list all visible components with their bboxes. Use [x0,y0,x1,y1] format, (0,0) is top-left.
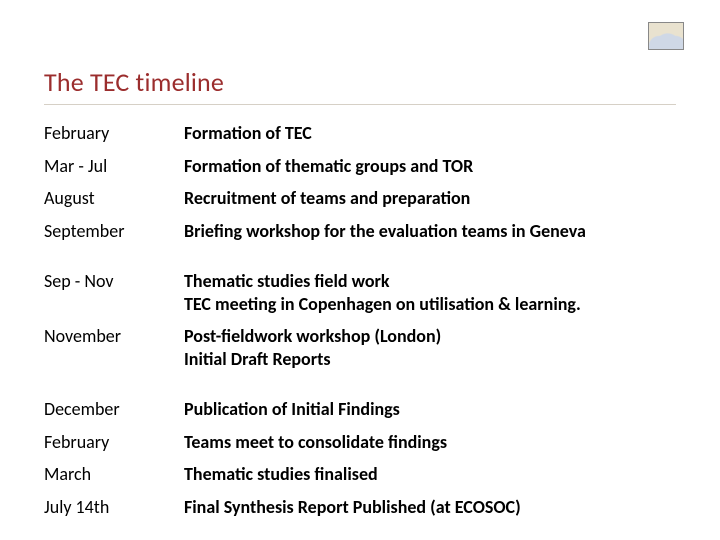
timeline-month: March [44,458,176,491]
table-row: July 14th Final Synthesis Report Publish… [44,491,676,524]
timeline-desc: Recruitment of teams and preparation [176,182,676,215]
timeline-month: November [44,320,176,375]
wave-logo [648,22,684,50]
timeline-month: September [44,215,176,248]
table-row: September Briefing workshop for the eval… [44,215,676,248]
row-spacer [44,375,676,393]
table-row: November Post-fieldwork workshop (London… [44,320,676,375]
timeline-desc: Formation of thematic groups and TOR [176,150,676,183]
title-divider [44,104,676,105]
table-row: December Publication of Initial Findings [44,393,676,426]
slide: The TEC timeline February Formation of T… [0,0,720,540]
timeline-desc: Thematic studies field workTEC meeting i… [176,265,676,320]
table-row: March Thematic studies finalised [44,458,676,491]
timeline-desc: Thematic studies finalised [176,458,676,491]
table-row: August Recruitment of teams and preparat… [44,182,676,215]
timeline-desc: Publication of Initial Findings [176,393,676,426]
timeline-desc: Post-fieldwork workshop (London)Initial … [176,320,676,375]
timeline-desc: Briefing workshop for the evaluation tea… [176,215,676,248]
table-row: Sep - Nov Thematic studies field workTEC… [44,265,676,320]
table-row: Mar - Jul Formation of thematic groups a… [44,150,676,183]
row-spacer [44,247,676,265]
timeline-month: February [44,117,176,150]
timeline-table: February Formation of TEC Mar - Jul Form… [44,117,676,523]
slide-title: The TEC timeline [44,66,676,98]
timeline-month: Sep - Nov [44,265,176,320]
timeline-month: December [44,393,176,426]
timeline-month: Mar - Jul [44,150,176,183]
timeline-month: February [44,426,176,459]
timeline-desc: Teams meet to consolidate findings [176,426,676,459]
timeline-desc: Formation of TEC [176,117,676,150]
timeline-month: August [44,182,176,215]
timeline-desc: Final Synthesis Report Published (at ECO… [176,491,676,524]
table-row: February Teams meet to consolidate findi… [44,426,676,459]
timeline-month: July 14th [44,491,176,524]
table-row: February Formation of TEC [44,117,676,150]
